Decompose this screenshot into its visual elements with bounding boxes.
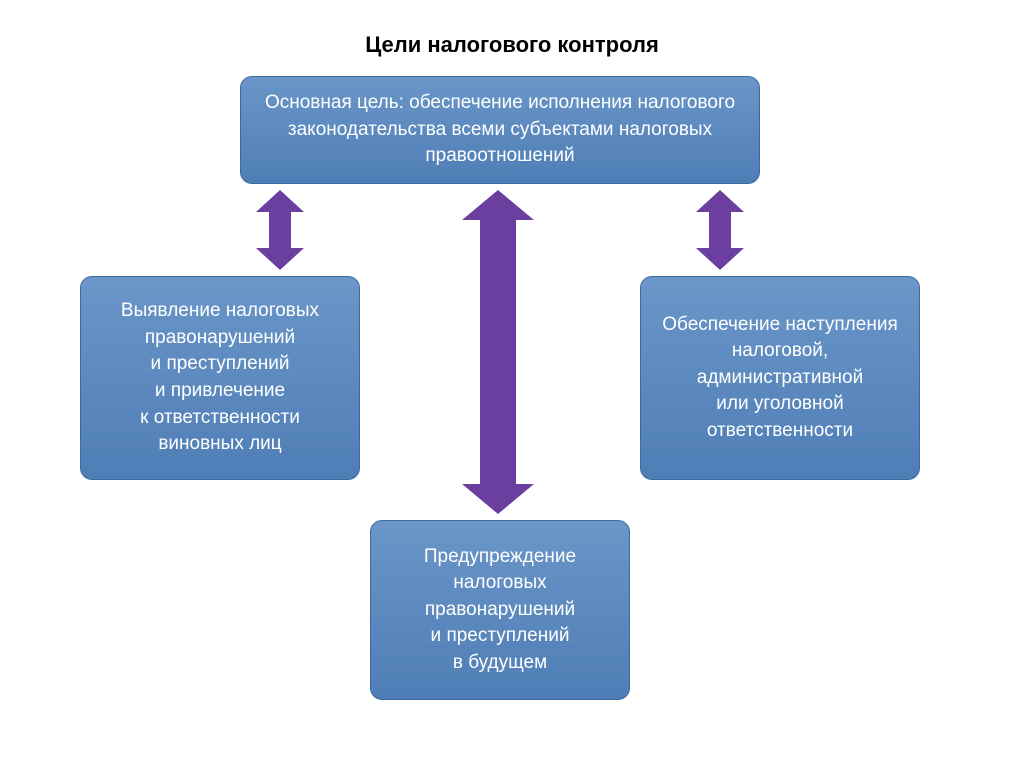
box-enforcement: Обеспечение наступления налоговой, админ…: [640, 276, 920, 480]
box-main-goal: Основная цель: обеспечение исполнения на…: [240, 76, 760, 184]
diagram-title: Цели налогового контроля: [0, 32, 1024, 58]
box-detection: Выявление налоговых правонарушенийи прес…: [80, 276, 360, 480]
box-prevention: Предупреждение налоговых правонарушенийи…: [370, 520, 630, 700]
